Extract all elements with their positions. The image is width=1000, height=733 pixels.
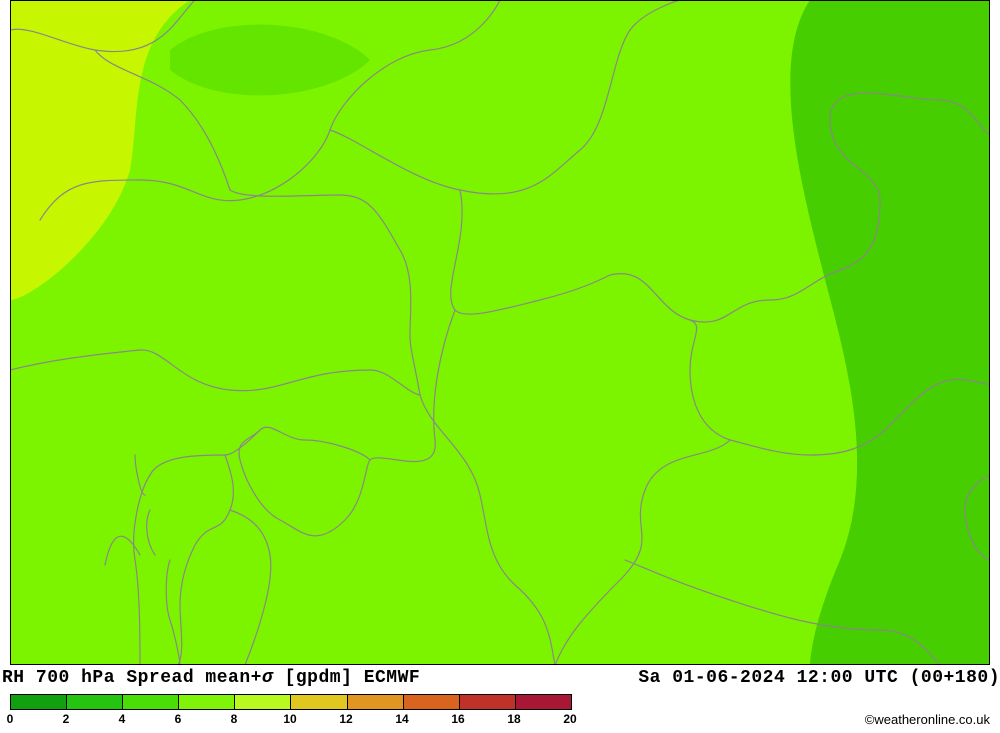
legend-swatch (123, 695, 179, 709)
legend-tick-label: 14 (395, 712, 408, 726)
legend-swatch (179, 695, 235, 709)
credit-label: ©weatheronline.co.uk (865, 712, 990, 727)
map-canvas (10, 0, 990, 665)
legend-tick-label: 8 (231, 712, 238, 726)
legend-tick-label: 10 (283, 712, 296, 726)
legend-swatch (460, 695, 516, 709)
legend-swatch (11, 695, 67, 709)
legend-tick-label: 6 (175, 712, 182, 726)
legend-swatch (291, 695, 347, 709)
legend-tick-label: 2 (63, 712, 70, 726)
weather-map-frame: RH 700 hPa Spread mean+σ [gpdm] ECMWF Sa… (0, 0, 1000, 733)
legend-bar (10, 694, 572, 710)
legend-swatch (404, 695, 460, 709)
legend-tick-label: 20 (563, 712, 576, 726)
legend-swatch (348, 695, 404, 709)
color-legend: 0 2 4 6 8 10 12 14 16 18 20 (10, 694, 610, 730)
legend-tick-label: 16 (451, 712, 464, 726)
legend-swatch (516, 695, 571, 709)
legend-tick-label: 4 (119, 712, 126, 726)
map-title-right: Sa 01-06-2024 12:00 UTC (00+180) (0, 668, 1000, 688)
legend-tick-label: 12 (339, 712, 352, 726)
legend-swatch (67, 695, 123, 709)
credit-text: ©weatheronline.co.uk (865, 712, 990, 727)
legend-ticks: 02468101214161820 (10, 710, 570, 728)
title-timestamp: Sa 01-06-2024 12:00 UTC (00+180) (638, 668, 1000, 688)
legend-swatch (235, 695, 291, 709)
legend-tick-label: 18 (507, 712, 520, 726)
map-svg (10, 0, 990, 665)
legend-tick-label: 0 (7, 712, 14, 726)
